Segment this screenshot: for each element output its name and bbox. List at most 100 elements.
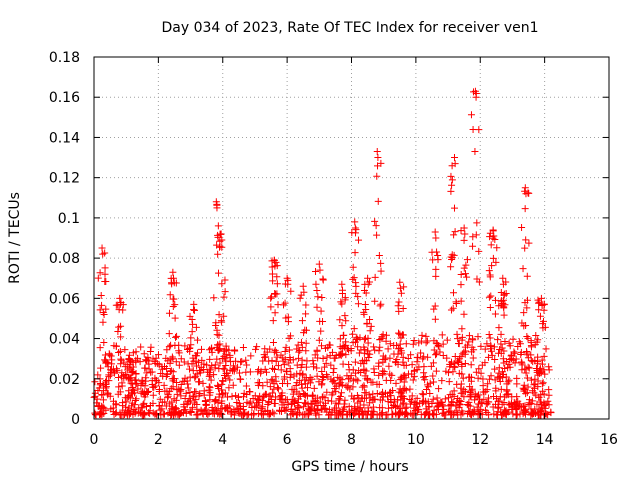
data-point xyxy=(175,385,183,393)
data-point xyxy=(469,233,477,241)
data-point xyxy=(268,293,276,301)
data-point xyxy=(459,374,467,382)
data-point xyxy=(485,293,493,301)
data-point xyxy=(374,154,382,162)
data-point xyxy=(458,389,466,397)
data-point xyxy=(222,342,230,350)
data-point xyxy=(544,397,552,405)
data-point xyxy=(350,274,358,282)
data-point xyxy=(360,365,368,373)
data-point xyxy=(214,383,222,391)
data-point xyxy=(488,351,496,359)
data-point xyxy=(487,372,495,380)
data-point xyxy=(281,348,289,356)
data-point xyxy=(500,398,508,406)
data-point xyxy=(97,292,105,300)
data-point xyxy=(502,407,510,415)
data-point xyxy=(406,400,414,408)
data-point xyxy=(163,346,171,354)
data-point xyxy=(149,409,157,417)
data-point xyxy=(137,404,145,412)
data-point xyxy=(496,393,504,401)
data-point xyxy=(128,369,136,377)
data-point xyxy=(145,357,153,365)
x-tick-label: 2 xyxy=(154,432,163,448)
data-point xyxy=(188,360,196,368)
data-point xyxy=(113,367,121,375)
data-point xyxy=(443,336,451,344)
data-point xyxy=(287,287,295,295)
data-point xyxy=(138,376,146,384)
data-point xyxy=(430,378,438,386)
data-point xyxy=(328,397,336,405)
data-point xyxy=(218,243,226,251)
data-point xyxy=(192,372,200,380)
data-point xyxy=(285,359,293,367)
data-point xyxy=(107,360,115,368)
data-point xyxy=(242,368,250,376)
data-point xyxy=(487,241,495,249)
data-point xyxy=(451,154,458,162)
data-point xyxy=(360,335,368,343)
data-point xyxy=(217,386,225,394)
data-point xyxy=(314,354,322,362)
x-tick-label: 16 xyxy=(600,432,618,448)
data-point xyxy=(302,310,310,318)
data-point xyxy=(522,236,530,244)
axis-ticks: 0 2 4 6 8 10 12 14 16 0 0.02 0.04 0.06 0.08 0.1 0.12 0.1… xyxy=(49,50,618,448)
data-point xyxy=(448,358,456,366)
data-point xyxy=(143,369,151,377)
data-point xyxy=(339,342,347,350)
data-point xyxy=(341,296,349,304)
data-point xyxy=(214,250,222,258)
data-point xyxy=(466,402,474,410)
data-point xyxy=(396,376,404,384)
data-point xyxy=(447,401,455,409)
data-point xyxy=(457,281,465,289)
x-tick-label: 4 xyxy=(218,432,227,448)
data-point xyxy=(100,404,108,412)
data-point xyxy=(284,400,292,408)
data-point xyxy=(521,299,529,307)
data-point xyxy=(235,399,243,407)
data-point xyxy=(204,411,212,419)
data-point xyxy=(540,352,548,360)
data-point xyxy=(284,280,292,288)
data-point xyxy=(200,387,208,395)
data-point xyxy=(298,317,306,325)
data-point xyxy=(290,386,298,394)
data-point xyxy=(194,410,202,418)
data-point xyxy=(267,294,275,302)
data-point xyxy=(98,244,106,252)
data-point xyxy=(355,349,363,357)
data-point xyxy=(451,160,459,168)
data-point xyxy=(373,148,381,156)
data-point xyxy=(270,348,278,356)
data-point xyxy=(319,275,327,283)
data-point xyxy=(283,368,291,376)
data-point xyxy=(345,408,353,416)
data-point xyxy=(516,410,524,418)
data-point xyxy=(428,248,436,256)
data-point xyxy=(298,371,306,379)
data-point xyxy=(483,400,491,408)
data-point xyxy=(473,403,481,411)
data-point xyxy=(251,392,259,400)
data-point xyxy=(547,409,555,417)
data-point xyxy=(434,341,442,349)
data-point xyxy=(341,312,349,320)
data-point xyxy=(449,368,457,376)
data-point xyxy=(181,342,189,350)
data-point xyxy=(348,229,356,237)
data-point xyxy=(472,93,480,101)
data-point xyxy=(418,390,426,398)
data-point xyxy=(98,391,106,399)
data-point xyxy=(246,388,254,396)
data-point xyxy=(94,371,102,379)
data-point xyxy=(131,409,139,417)
data-point xyxy=(271,262,279,270)
data-point xyxy=(186,373,194,381)
data-point xyxy=(256,379,264,387)
data-point xyxy=(540,390,548,398)
data-point xyxy=(524,383,532,391)
